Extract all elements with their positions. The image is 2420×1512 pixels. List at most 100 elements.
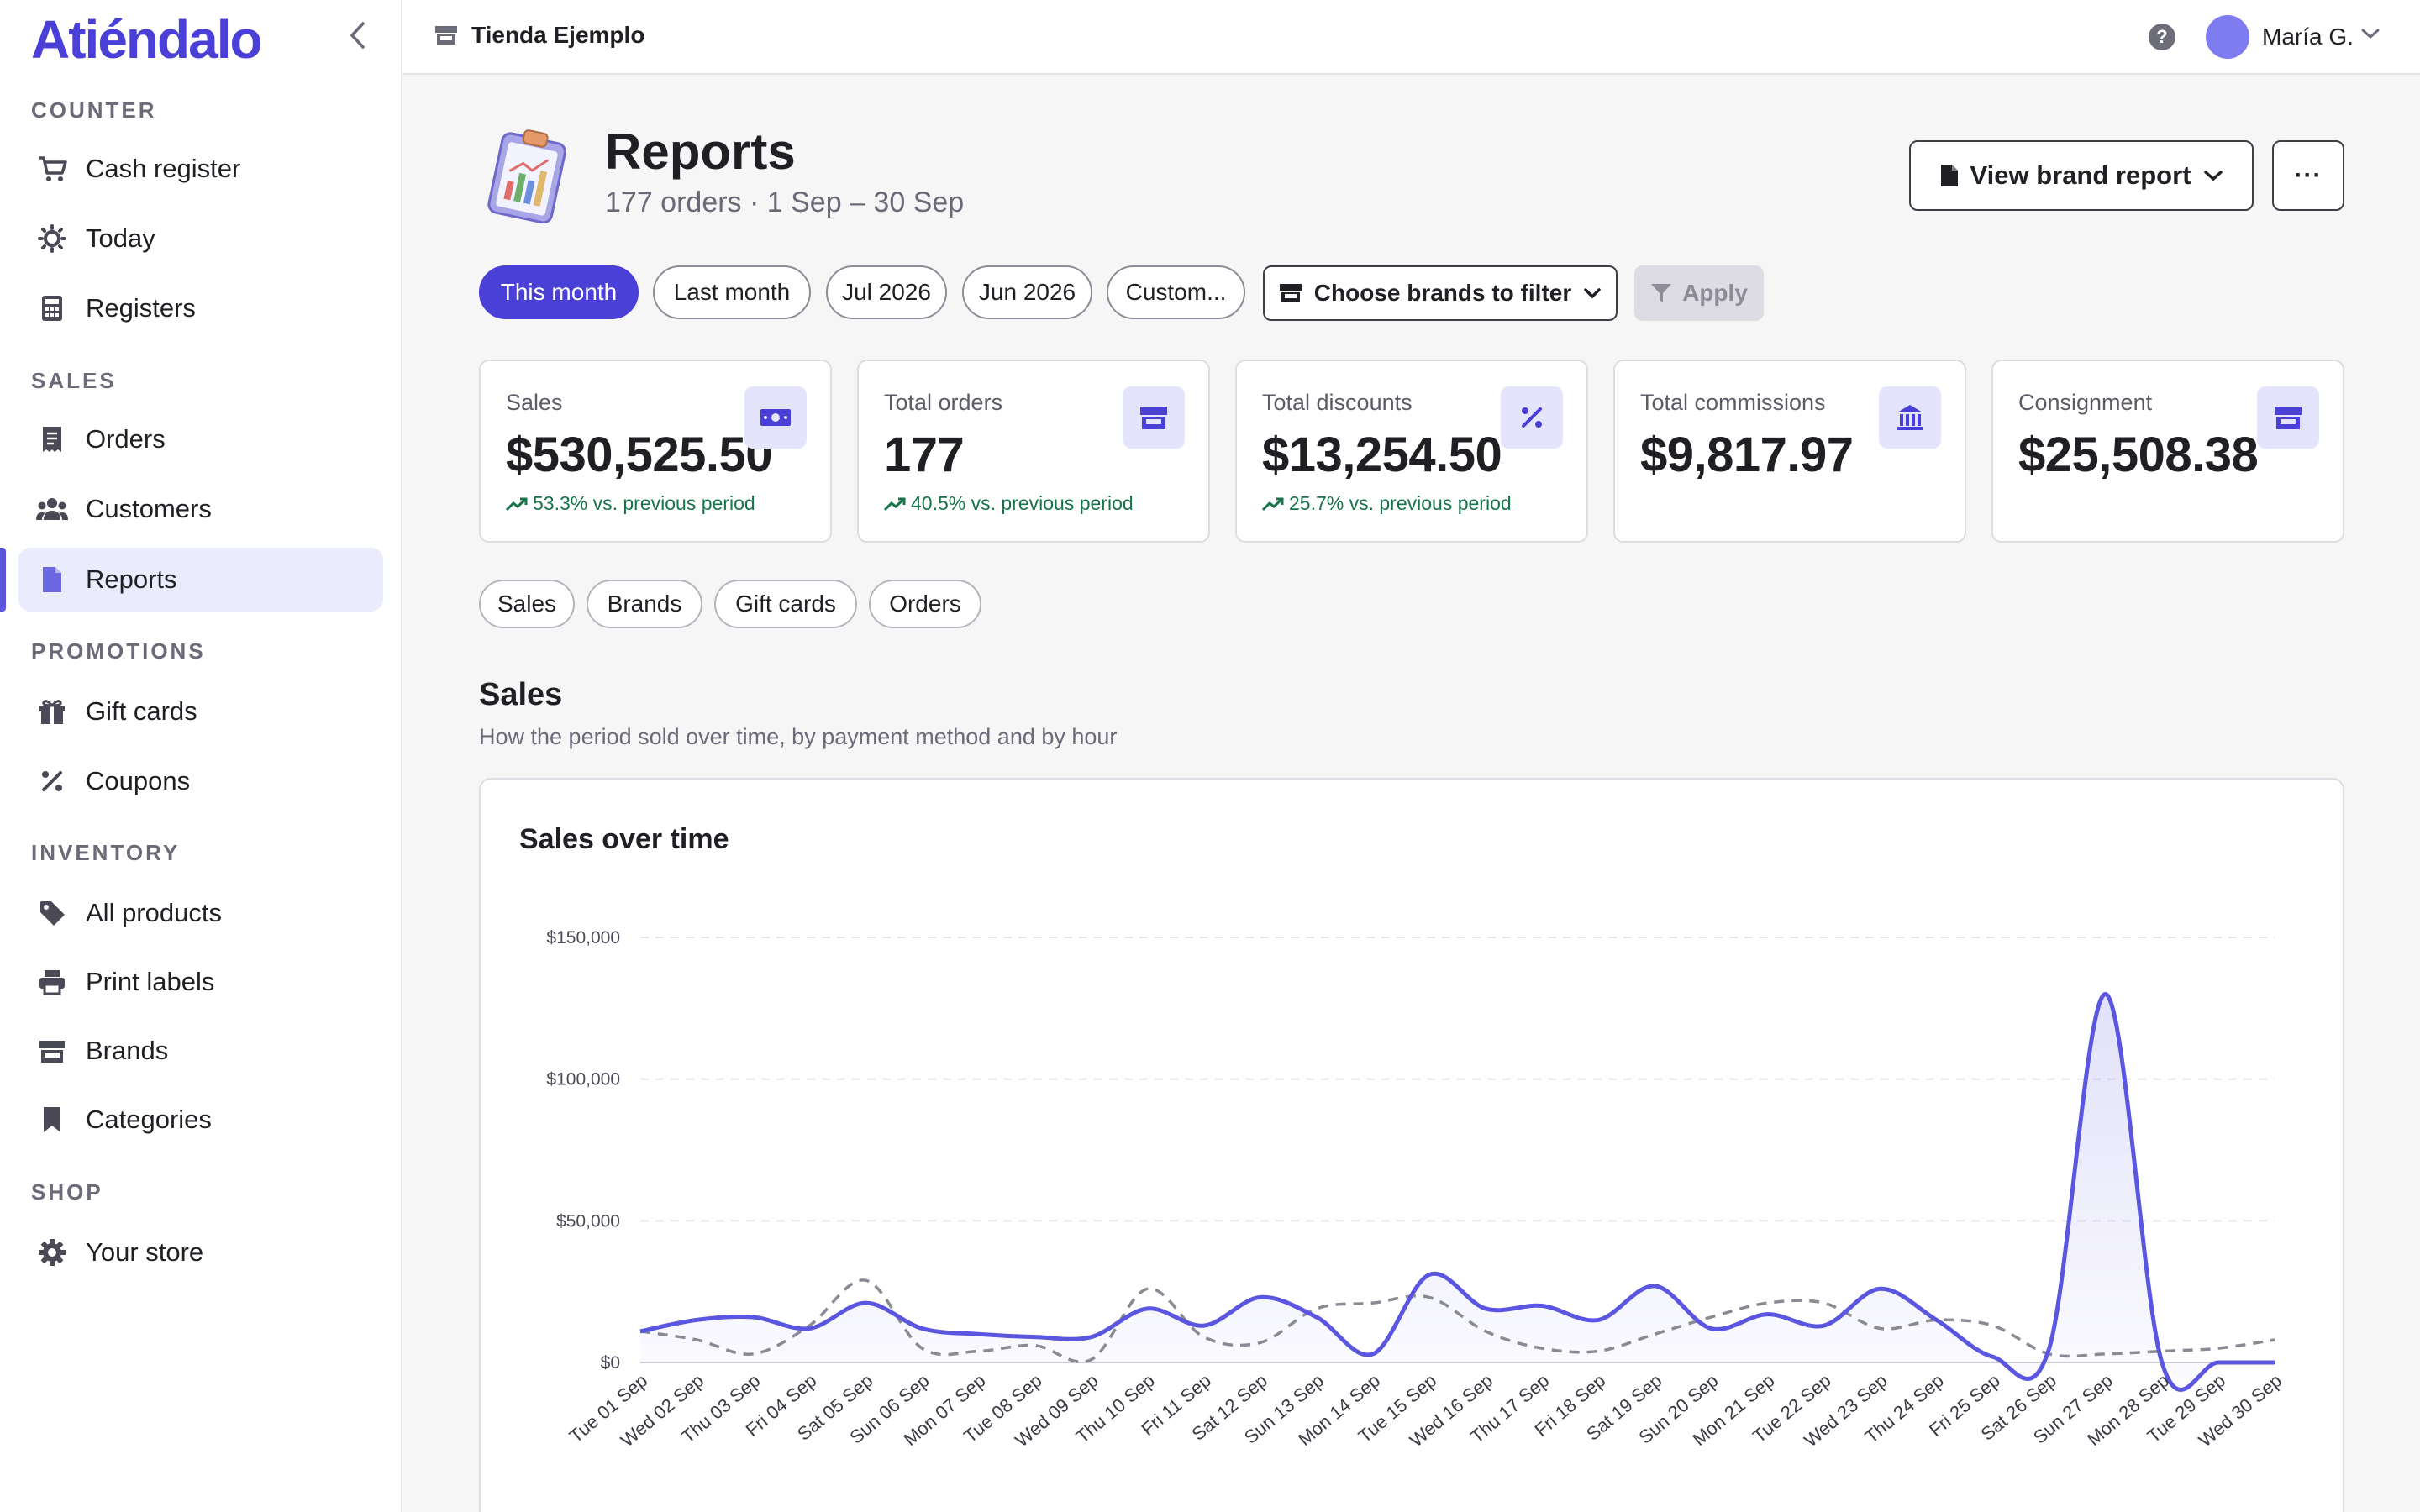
period-chip-this-month[interactable]: This month [479,265,639,319]
percent-icon [35,764,69,798]
gear-icon [35,1236,69,1269]
sidebar-item-orders[interactable]: Orders [18,407,383,471]
view-brand-report-label: View brand report [1970,160,2191,190]
kpi-value: 177 [884,428,965,482]
sidebar-item-label: Print labels [86,967,215,996]
period-chip-last-month[interactable]: Last month [653,265,811,319]
kpi-card-sales: Sales $530,525.50 53.3% vs. previous per… [479,360,832,543]
section-label-shop: SHOP [31,1179,103,1205]
view-brand-report-button[interactable]: View brand report [1909,140,2254,211]
clipboard-chart-icon [487,129,566,223]
active-indicator [0,548,6,612]
sidebar-item-gift-cards[interactable]: Gift cards [18,680,383,743]
sidebar-item-print-labels[interactable]: Print labels [18,950,383,1014]
report-tab-gift-cards[interactable]: Gift cards [714,580,857,628]
sidebar-item-label: Cash register [86,154,241,183]
store-icon [435,26,457,45]
store-switcher[interactable]: Tienda Ejemplo [434,22,644,49]
filter-icon [1651,284,1672,302]
chevron-left-icon [350,22,365,49]
section-label-inventory: INVENTORY [31,840,181,865]
chevron-down-icon [2203,171,2223,181]
receipt-icon [35,423,69,456]
kpi-delta: 53.3% vs. previous period [506,492,755,515]
app-logo[interactable]: Atiéndalo [31,9,263,70]
help-icon[interactable]: ? [2149,24,2175,50]
bookmark-icon [35,1103,69,1137]
kpi-value: $530,525.50 [506,428,773,482]
period-chip-jul-2026[interactable]: Jul 2026 [826,265,947,319]
store-icon [35,1034,69,1068]
gift-icon [35,695,69,728]
users-icon [35,492,69,526]
section-title: Sales [479,677,563,712]
sidebar: Atiéndalo COUNTER Cash register Today Re… [0,0,402,1512]
sidebar-item-label: All products [86,898,222,927]
section-subtitle: How the period sold over time, by paymen… [479,724,1118,749]
report-tab-sales[interactable]: Sales [479,580,575,628]
sidebar-item-reports[interactable]: Reports [18,548,383,612]
kpi-card-total-commissions: Total commissions $9,817.97 [1613,360,1966,543]
chevron-down-icon [1584,288,1601,299]
bank-icon [1879,386,1941,449]
cash-icon [744,386,807,449]
sidebar-item-label: Coupons [86,766,191,795]
y-tick-label: $0 [601,1353,620,1373]
series-area-current [640,994,2275,1390]
sidebar-item-brands[interactable]: Brands [18,1019,383,1083]
sidebar-item-categories[interactable]: Categories [18,1088,383,1152]
sidebar-item-cash-register[interactable]: Cash register [18,137,383,201]
kpi-value: $13,254.50 [1262,428,1502,482]
period-chip-jun-2026[interactable]: Jun 2026 [962,265,1092,319]
avatar[interactable] [2206,15,2249,59]
store-icon [2257,386,2319,449]
store-name: Tienda Ejemplo [471,22,645,48]
sidebar-item-all-products[interactable]: All products [18,881,383,945]
y-tick-label: $100,000 [546,1070,620,1089]
kpi-label: Sales [506,390,563,415]
sidebar-item-label: Reports [86,564,177,594]
kpi-label: Consignment [2018,390,2153,415]
page-subtitle: 177 orders · 1 Sep – 30 Sep [605,186,965,218]
sidebar-item-label: Categories [86,1105,212,1134]
kpi-card-consignment: Consignment $25,508.38 [1991,360,2344,543]
user-name[interactable]: María G. [2262,24,2354,50]
report-tab-brands[interactable]: Brands [587,580,702,628]
kpi-value: $9,817.97 [1640,428,1854,482]
section-label-sales: SALES [31,368,117,393]
calculator-icon [35,291,69,325]
store-icon [1279,284,1302,302]
sidebar-item-registers[interactable]: Registers [18,276,383,340]
tag-icon [35,896,69,930]
period-chip-custom[interactable]: Custom... [1107,265,1245,319]
trend-up-icon [884,497,906,511]
brand-filter-dropdown[interactable]: Choose brands to filter [1263,265,1618,321]
sidebar-item-label: Gift cards [86,696,197,726]
report-tab-orders[interactable]: Orders [869,580,981,628]
printer-icon [35,965,69,999]
section-label-promotions: PROMOTIONS [31,638,206,664]
cart-icon [35,152,69,186]
section-label-counter: COUNTER [31,97,157,123]
document-icon [1940,165,1958,186]
apply-button[interactable]: Apply [1634,265,1764,321]
sidebar-item-today[interactable]: Today [18,207,383,270]
chevron-down-icon[interactable] [2360,27,2381,40]
sales-over-time-card: Sales over time $0 $50,000 $100,000 $150,00… [479,778,2344,1512]
series-line-previous [639,1278,2275,1364]
sidebar-item-label: Today [86,223,155,253]
y-tick-label: $50,000 [556,1211,620,1231]
kpi-label: Total commissions [1640,390,1826,415]
sidebar-item-customers[interactable]: Customers [18,477,383,541]
trend-up-icon [506,497,528,511]
y-tick-label: $150,000 [546,928,620,948]
sidebar-item-label: Registers [86,293,196,323]
brand-filter-label: Choose brands to filter [1313,280,1572,306]
more-options-button[interactable]: ··· [2272,140,2344,211]
sidebar-item-coupons[interactable]: Coupons [18,749,383,813]
collapse-sidebar-button[interactable] [340,17,374,54]
sidebar-item-label: Your store [86,1237,204,1267]
store-icon [1123,386,1185,449]
sidebar-item-your-store[interactable]: Your store [18,1221,383,1284]
